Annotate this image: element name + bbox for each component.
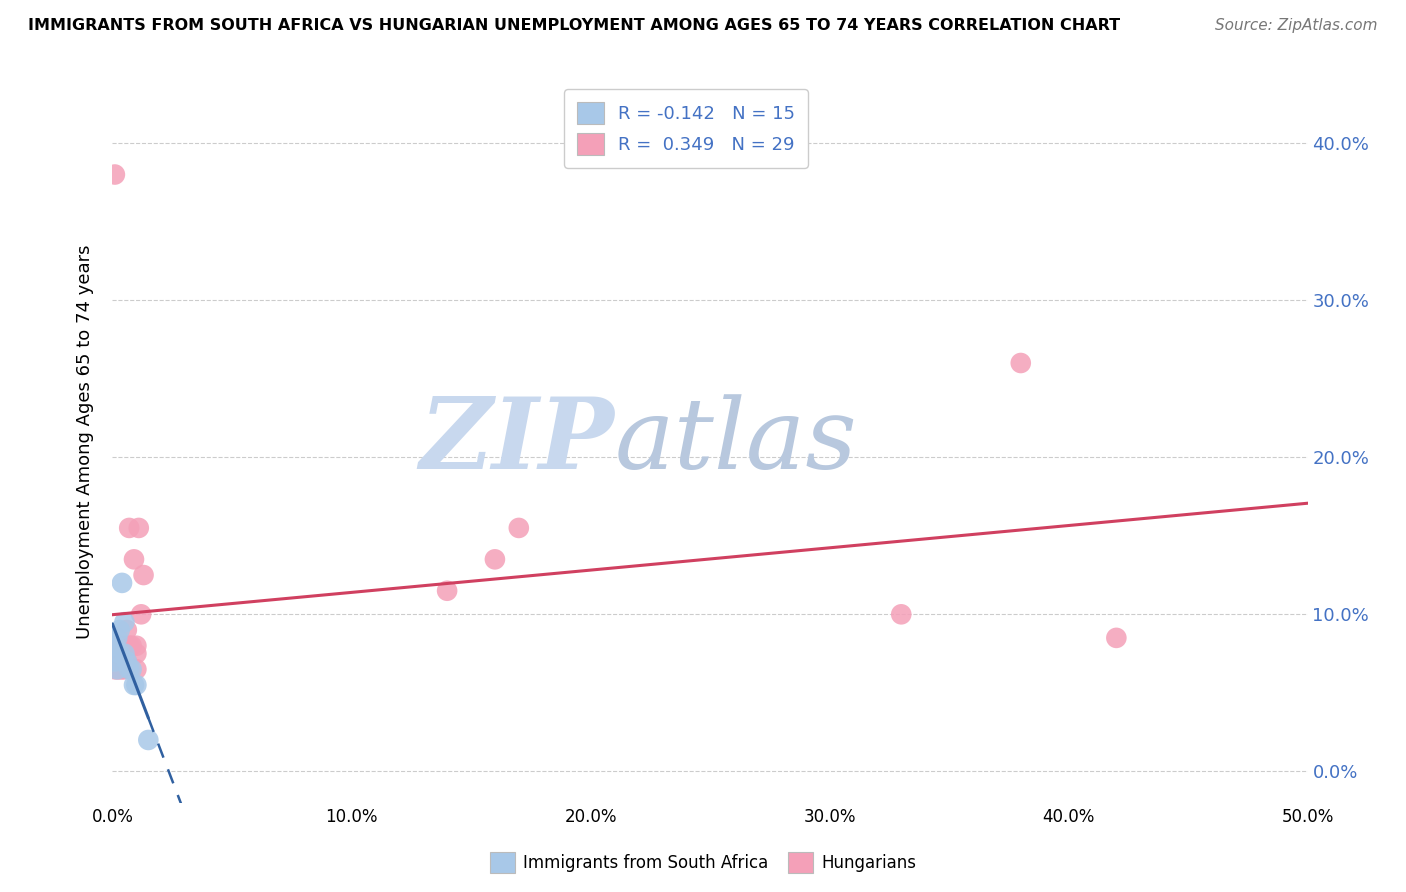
Point [105, 662, 128, 676]
Point [108, 647, 131, 661]
Point [105, 631, 128, 645]
Point [138, 733, 160, 747]
Point [104, 662, 127, 676]
Point [118, 662, 141, 676]
Point [125, 639, 148, 653]
Point [114, 615, 135, 630]
Point [125, 647, 148, 661]
Point [125, 678, 148, 692]
Point [114, 662, 135, 676]
Point [121, 639, 143, 653]
Point [111, 575, 134, 590]
Point [104, 655, 127, 669]
Point [125, 662, 148, 676]
Text: IMMIGRANTS FROM SOUTH AFRICA VS HUNGARIAN UNEMPLOYMENT AMONG AGES 65 TO 74 YEARS: IMMIGRANTS FROM SOUTH AFRICA VS HUNGARIA… [28, 18, 1121, 33]
Point [114, 647, 135, 661]
Point [128, 521, 150, 535]
Point [1105, 631, 1128, 645]
Point [108, 623, 131, 637]
Point [1010, 356, 1032, 370]
Point [108, 662, 131, 676]
Text: ZIP: ZIP [419, 393, 614, 490]
Point [111, 639, 134, 653]
Point [132, 568, 155, 582]
Legend: Immigrants from South Africa, Hungarians: Immigrants from South Africa, Hungarians [482, 846, 924, 880]
Point [108, 647, 131, 661]
Point [104, 655, 127, 669]
Point [122, 678, 145, 692]
Point [508, 521, 530, 535]
Point [105, 655, 128, 669]
Point [118, 521, 141, 535]
Point [115, 623, 138, 637]
Point [129, 607, 152, 622]
Point [436, 583, 458, 598]
Point [121, 662, 143, 676]
Point [104, 639, 127, 653]
Point [111, 662, 134, 676]
Point [484, 552, 506, 566]
Point [115, 655, 138, 669]
Point [114, 639, 135, 653]
Point [890, 607, 912, 622]
Point [104, 168, 127, 182]
Point [115, 655, 138, 669]
Point [122, 552, 145, 566]
Point [105, 662, 128, 676]
Text: Source: ZipAtlas.com: Source: ZipAtlas.com [1215, 18, 1378, 33]
Text: atlas: atlas [614, 394, 858, 489]
Legend: R = -0.142   N = 15, R =  0.349   N = 29: R = -0.142 N = 15, R = 0.349 N = 29 [564, 89, 808, 168]
Y-axis label: Unemployment Among Ages 65 to 74 years: Unemployment Among Ages 65 to 74 years [76, 244, 94, 639]
Point [118, 639, 141, 653]
